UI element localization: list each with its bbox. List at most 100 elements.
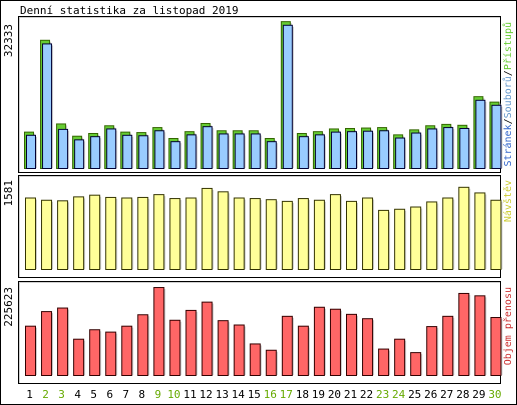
bar-files-day-27: [443, 127, 454, 169]
bar-files-day-19: [314, 134, 325, 169]
top-axis-max: 32333: [2, 24, 15, 58]
x-tick-label-8: 8: [139, 388, 146, 401]
bar-visits-day-18: [297, 198, 309, 271]
x-tick-label-29: 29: [472, 388, 485, 401]
x-tick-label-9: 9: [155, 388, 162, 401]
legend-files: Souborů: [503, 76, 514, 119]
bar-kbytes-day-22: [362, 318, 374, 376]
bar-visits-day-12: [201, 187, 213, 271]
legend-hits: Přístupů: [503, 22, 514, 71]
bar-kbytes-day-14: [233, 324, 245, 376]
bar-visits-day-4: [73, 196, 85, 271]
bar-files-day-7: [122, 134, 133, 169]
bar-visits-day-2: [41, 199, 53, 271]
bar-kbytes-day-11: [185, 309, 197, 376]
bar-kbytes-day-8: [137, 314, 149, 376]
bar-visits-day-8: [137, 196, 149, 271]
bar-visits-day-29: [474, 192, 486, 271]
bar-files-day-28: [459, 127, 470, 169]
x-tick-label-3: 3: [58, 388, 65, 401]
bar-kbytes-day-26: [426, 326, 438, 376]
visits-plot: [25, 186, 503, 271]
bar-files-day-9: [154, 130, 165, 169]
bar-visits-day-17: [281, 200, 293, 271]
bar-visits-day-19: [313, 199, 325, 271]
bar-files-day-3: [58, 128, 69, 169]
x-tick-label-22: 22: [360, 388, 373, 401]
x-tick-label-23: 23: [376, 388, 389, 401]
x-tick-label-6: 6: [106, 388, 113, 401]
bar-visits-day-28: [458, 186, 470, 271]
bar-kbytes-day-7: [121, 325, 133, 376]
bar-visits-day-15: [249, 198, 261, 271]
bar-files-day-16: [266, 141, 277, 169]
bar-visits-day-1: [25, 197, 36, 271]
bar-files-day-11: [186, 134, 197, 169]
bar-files-day-29: [475, 99, 486, 169]
bar-files-day-2: [42, 43, 53, 169]
x-tick-label-19: 19: [312, 388, 325, 401]
bar-kbytes-day-10: [169, 319, 181, 376]
x-axis-svg: 1 2 3 4 5 6 7 8 9 10 11 12 13 14 15 16 17 18 19 20 21 22 23 24 2…: [26, 388, 501, 401]
bar-visits-day-25: [410, 206, 422, 270]
bar-kbytes-day-28: [458, 292, 470, 376]
bar-visits-day-9: [153, 194, 165, 271]
bar-files-day-15: [250, 133, 261, 169]
bar-visits-day-23: [378, 209, 390, 270]
bar-files-day-8: [138, 135, 149, 169]
bar-files-day-12: [202, 126, 213, 170]
x-tick-label-25: 25: [408, 388, 421, 401]
bar-files-day-30: [491, 104, 502, 169]
bar-visits-day-27: [442, 197, 454, 271]
x-tick-label-24: 24: [392, 388, 406, 401]
bar-visits-day-10: [169, 198, 181, 271]
bar-kbytes-day-13: [217, 320, 229, 376]
bar-kbytes-day-1: [25, 325, 36, 376]
bar-files-day-26: [427, 128, 438, 169]
bar-files-day-23: [379, 130, 390, 169]
bar-kbytes-day-21: [346, 313, 357, 376]
bar-visits-day-22: [362, 197, 374, 271]
hits-files-plot: [24, 21, 503, 170]
x-tick-label-4: 4: [74, 388, 81, 401]
bar-kbytes-day-27: [442, 315, 454, 376]
bar-kbytes-day-23: [378, 348, 390, 376]
bar-visits-day-14: [233, 197, 245, 271]
x-tick-label-20: 20: [328, 388, 341, 401]
x-tick-label-10: 10: [167, 388, 180, 401]
bar-visits-day-7: [121, 197, 133, 271]
bar-visits-day-13: [217, 191, 229, 271]
bar-files-day-4: [74, 139, 85, 169]
bar-visits-day-26: [426, 201, 438, 271]
bar-kbytes-day-29: [474, 295, 486, 377]
bar-kbytes-day-3: [57, 307, 69, 377]
panel-visits: [18, 175, 503, 278]
bottom-legend: Objem přenosu: [503, 287, 514, 366]
x-tick-label-7: 7: [122, 388, 129, 401]
x-tick-label-11: 11: [183, 388, 196, 401]
x-tick-label-18: 18: [296, 388, 309, 401]
bar-kbytes-day-5: [89, 329, 101, 376]
bar-visits-day-5: [89, 194, 101, 271]
x-tick-label-5: 5: [90, 388, 97, 401]
bar-kbytes-day-20: [329, 308, 341, 376]
x-tick-label-21: 21: [344, 388, 357, 401]
bar-kbytes-day-2: [41, 311, 53, 377]
bar-kbytes-day-25: [410, 352, 422, 376]
bar-kbytes-day-4: [73, 338, 85, 376]
bar-files-day-22: [363, 130, 374, 169]
x-tick-label-12: 12: [199, 388, 212, 401]
x-tick-label-15: 15: [248, 388, 261, 401]
x-tick-label-16: 16: [264, 388, 277, 401]
bar-files-day-18: [298, 136, 309, 169]
bar-files-day-1: [26, 134, 36, 169]
bar-visits-day-6: [105, 196, 117, 271]
bar-files-day-20: [330, 131, 341, 170]
bar-files-day-6: [106, 128, 117, 169]
bar-kbytes-day-16: [265, 349, 277, 377]
bar-visits-day-21: [346, 200, 357, 271]
bar-visits-day-30: [490, 199, 502, 271]
bar-files-day-21: [347, 131, 357, 169]
bar-visits-day-3: [57, 200, 69, 271]
bar-files-day-17: [282, 24, 293, 169]
